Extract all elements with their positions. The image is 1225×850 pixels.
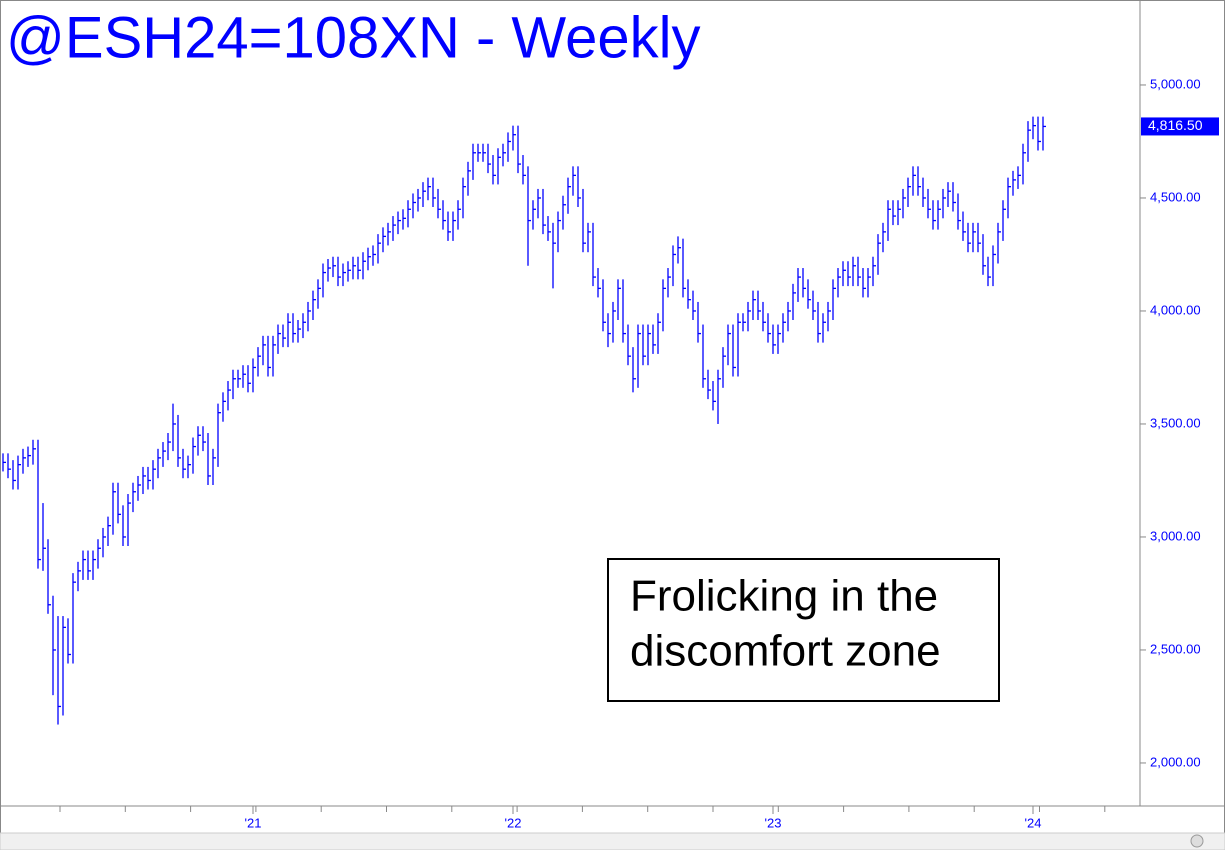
y-tick-label: 4,500.00 — [1150, 189, 1201, 204]
x-tick-label: '23 — [765, 815, 782, 830]
y-tick-label: 4,000.00 — [1150, 302, 1201, 317]
x-tick-label: '22 — [505, 815, 522, 830]
annotation-line: discomfort zone — [630, 627, 941, 676]
scrollbar[interactable] — [0, 832, 1225, 850]
y-tick-label: 3,000.00 — [1150, 528, 1201, 543]
y-tick-label: 2,500.00 — [1150, 641, 1201, 656]
annotation-box — [607, 558, 1000, 702]
y-tick-label: 2,000.00 — [1150, 754, 1201, 769]
y-tick-label: 5,000.00 — [1150, 76, 1201, 91]
x-tick-label: '21 — [245, 815, 262, 830]
x-tick-label: '24 — [1025, 815, 1042, 830]
last-price-label: 4,816.50 — [1148, 117, 1203, 133]
annotation-line: Frolicking in the — [630, 572, 938, 621]
last-price-box — [1141, 117, 1219, 136]
y-tick-label: 3,500.00 — [1150, 415, 1201, 430]
chart-title: @ESH24=108XN - Weekly — [6, 5, 701, 70]
scrollbar-handle[interactable] — [1190, 834, 1204, 848]
